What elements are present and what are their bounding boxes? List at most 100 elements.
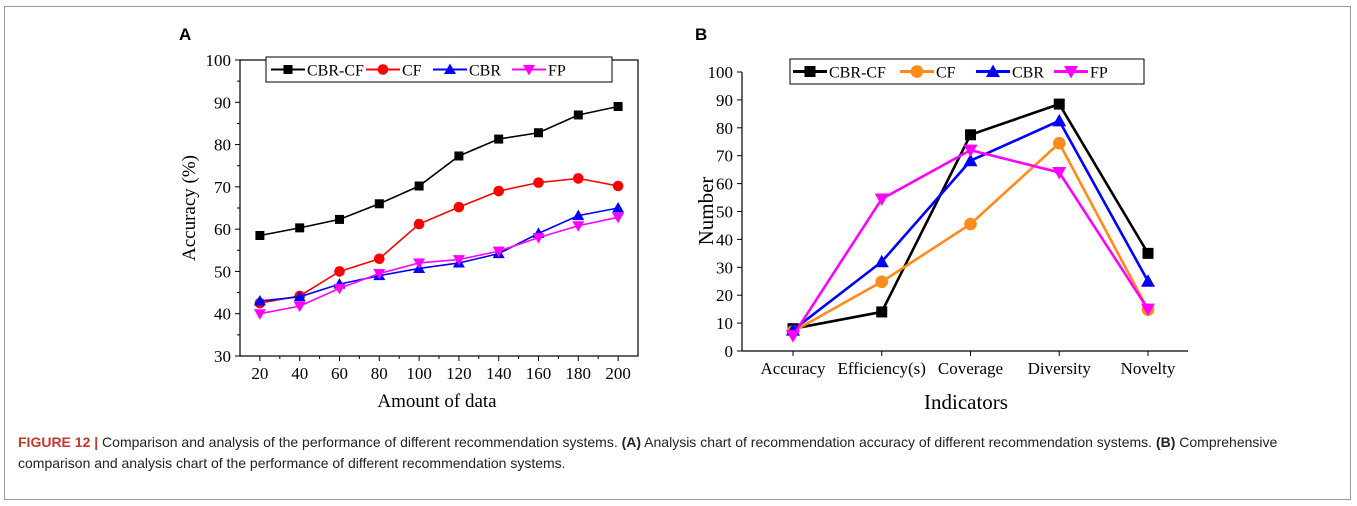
- chart-b-ytick-label: 50: [716, 203, 733, 222]
- chart-b-legend-label: FP: [1090, 65, 1108, 82]
- chart-a-xtick-label: 180: [566, 364, 592, 383]
- chart-a-point-cbr-cf: [335, 214, 344, 224]
- caption-b-label: (B): [1155, 434, 1176, 450]
- caption-text-3: Comprehensive comparison and analysis ch…: [18, 434, 1278, 471]
- chart-a: A Amount of data Accuracy (%) 30 40 50 60 70…: [179, 25, 639, 412]
- chart-b-xlabel: Indicators: [924, 390, 1008, 414]
- chart-a-point-cbr-cf: [573, 110, 583, 120]
- chart-a-point-cbr: [253, 295, 266, 306]
- chart-b-legend-marker: [1064, 66, 1078, 79]
- chart-a-xtick-label: 20: [251, 364, 268, 383]
- chart-a-point-fp: [293, 301, 306, 313]
- chart-a-point-cbr: [293, 290, 306, 302]
- chart-a-point-cf: [573, 173, 584, 184]
- chart-a-ytick-label: 50: [214, 262, 231, 281]
- chart-b-point-cbr: [1052, 113, 1067, 127]
- chart-a-ytick-label: 40: [214, 305, 231, 324]
- chart-a-xtick-label: 80: [371, 364, 388, 383]
- chart-b-point-cf: [875, 275, 889, 289]
- chart-a-ytick-label: 100: [206, 51, 232, 70]
- chart-a-point-cbr: [572, 209, 585, 221]
- chart-a-ytick-label: 70: [214, 178, 231, 197]
- chart-b-point-cbr-cf: [1053, 98, 1065, 110]
- chart-a-point-cf: [612, 180, 624, 192]
- chart-b-ytick-label: 60: [716, 175, 733, 194]
- chart-a-point-fp: [452, 255, 465, 266]
- chart-b-point-cbr-cf: [876, 306, 888, 318]
- chart-b-ytick-label: 40: [716, 230, 733, 249]
- chart-a-point-cbr-cf: [454, 151, 464, 161]
- figure-caption: FIGURE 12 | Comparison and analysis of t…: [18, 432, 1328, 474]
- chart-b-ytick-label: 0: [725, 342, 734, 361]
- chart-a-xtick-label: 40: [291, 364, 308, 383]
- chart-a-point-cbr-cf: [414, 181, 424, 191]
- chart-b-legend-label: CBR-CF: [829, 65, 886, 82]
- chart-b-point-cbr: [1141, 274, 1155, 287]
- chart-b-legend-marker: [804, 66, 816, 77]
- chart-a-point-fp: [413, 258, 426, 269]
- chart-a-xtick-label: 140: [486, 364, 512, 383]
- chart-a-xtick-label: 200: [605, 364, 631, 383]
- chart-a-point-cbr-cf: [255, 230, 265, 240]
- chart-a-point-fp: [333, 283, 346, 295]
- chart-b-ytick-label: 70: [716, 147, 733, 166]
- chart-b-xtick-label: Accuracy: [760, 359, 826, 378]
- chart-b-xtick-label: Diversity: [1028, 359, 1092, 378]
- panel-letter-b: B: [695, 25, 707, 44]
- chart-a-series-line-cf: [259, 177, 619, 304]
- chart-a-point-cf: [374, 253, 385, 265]
- chart-b-point-cf: [964, 217, 977, 231]
- caption-text-1: Comparison and analysis of the performan…: [98, 434, 622, 450]
- chart-a-ytick-label: 30: [214, 347, 231, 366]
- chart-b-xtick-label: Novelty: [1121, 359, 1176, 378]
- chart-a-legend-marker: [444, 63, 456, 74]
- chart-b-legend-label: CBR: [1012, 65, 1044, 82]
- chart-b-xtick-label: Efficiency(s): [838, 359, 926, 378]
- chart-a-point-fp: [253, 309, 266, 320]
- chart-a-series-line-cbr: [259, 207, 619, 302]
- chart-b-legend-marker: [910, 65, 924, 78]
- chart-a-series-line-cbr-cf: [259, 105, 619, 237]
- chart-a-point-cbr-cf: [534, 128, 543, 138]
- chart-a-ylabel: Accuracy (%): [179, 155, 200, 261]
- chart-a-point-fp: [532, 233, 545, 244]
- chart-b-point-fp: [1141, 303, 1155, 317]
- chart-a-point-cbr-cf: [295, 223, 305, 233]
- chart-a-point-cf: [453, 201, 465, 213]
- chart-a-series-line-fp: [259, 216, 619, 315]
- chart-a-legend-marker: [377, 64, 389, 75]
- chart-a-point-cbr: [612, 202, 625, 213]
- chart-a-legend-marker: [283, 65, 293, 74]
- chart-b-point-cbr-cf: [1142, 247, 1154, 259]
- chart-a-legend-label: CBR-CF: [307, 63, 364, 80]
- chart-b-point-cbr: [963, 153, 978, 167]
- chart-a-legend-label: FP: [548, 63, 566, 80]
- chart-a-point-fp: [572, 221, 585, 232]
- chart-b-point-fp: [786, 330, 800, 343]
- figure-frame: [4, 6, 1351, 500]
- chart-a-xtick-label: 60: [331, 364, 348, 383]
- chart-b-point-cf: [1052, 136, 1066, 150]
- chart-b-ytick-label: 100: [708, 63, 734, 82]
- chart-b-legend-marker: [986, 64, 1000, 77]
- chart-b-point-fp: [963, 144, 978, 158]
- chart-a-ytick-label: 60: [214, 220, 231, 239]
- caption-figure-label: FIGURE 12 |: [18, 434, 99, 450]
- chart-a-legend-label: CBR: [469, 63, 501, 80]
- chart-a-point-cbr-cf: [374, 199, 384, 209]
- chart-a-point-cf: [334, 266, 345, 277]
- chart-b-series-line-fp: [791, 148, 1150, 337]
- chart-b-point-fp: [874, 193, 889, 206]
- panel-letter-a: A: [179, 25, 191, 44]
- chart-a-point-fp: [492, 246, 505, 258]
- chart-b-ytick-label: 10: [716, 314, 733, 333]
- chart-a-ytick-label: 80: [214, 136, 231, 155]
- chart-b-ytick-label: 30: [716, 258, 733, 277]
- chart-b-ytick-label: 20: [716, 286, 733, 305]
- chart-a-point-fp: [612, 212, 625, 224]
- chart-b: B Indicators Number 0 10 20 30 40 50 60 70 80 90 1…: [694, 25, 1188, 414]
- chart-a-xlabel: Amount of data: [377, 391, 497, 412]
- chart-a-xtick-label: 160: [526, 364, 552, 383]
- chart-a-point-cf: [533, 177, 544, 188]
- caption-text-2: Analysis chart of recommendation accurac…: [641, 434, 1156, 450]
